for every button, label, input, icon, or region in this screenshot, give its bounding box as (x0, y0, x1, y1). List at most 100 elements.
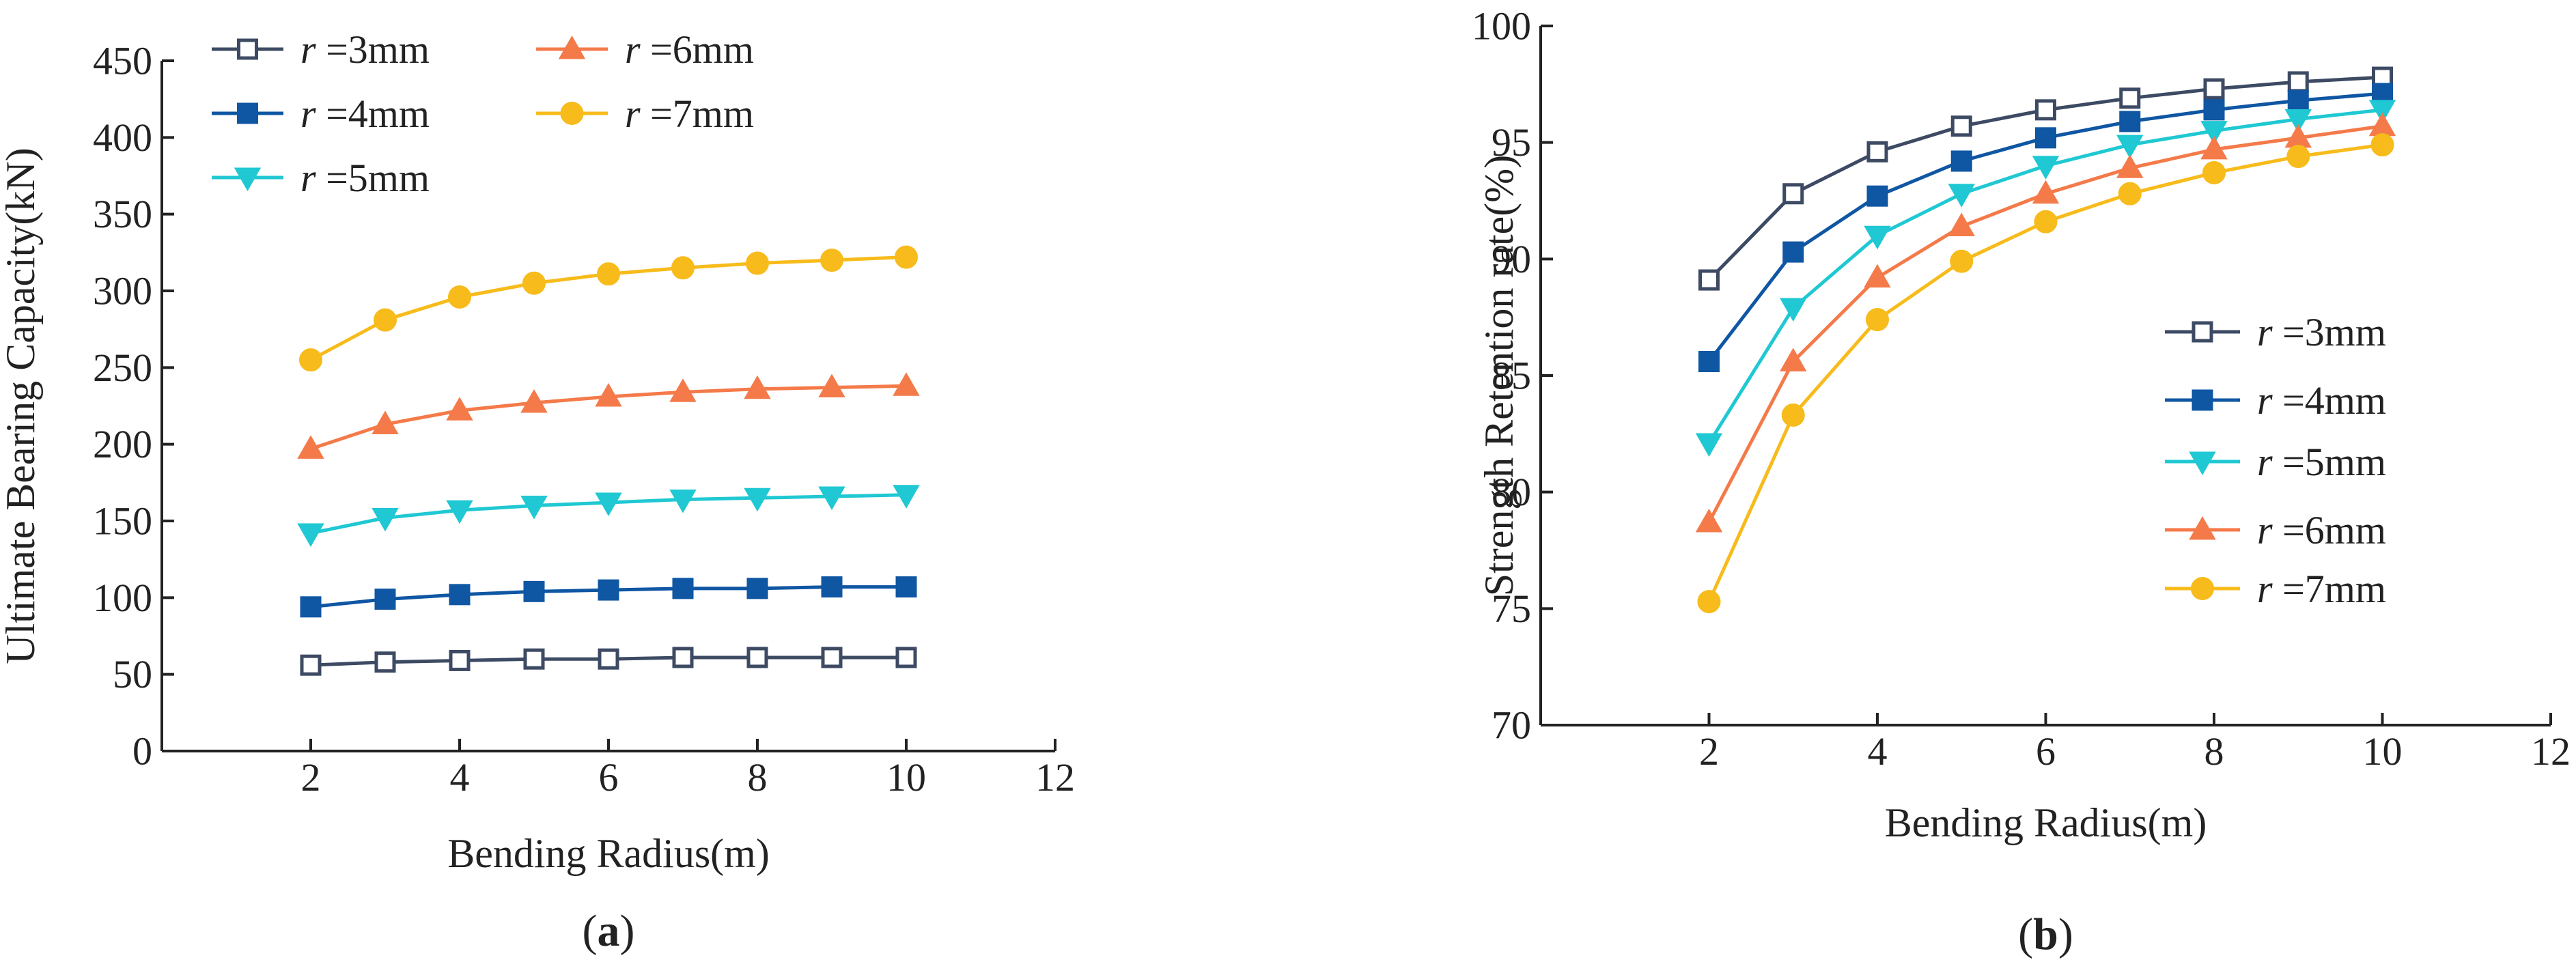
data-point (297, 435, 324, 459)
data-point (1864, 264, 1891, 288)
legend-label-value: =4mm (2273, 378, 2386, 423)
data-point (1695, 509, 1723, 533)
data-point (597, 262, 620, 286)
legend-label: r =7mm (2257, 567, 2386, 611)
data-point (446, 397, 473, 421)
x-tick-label: 12 (1035, 755, 1075, 800)
legend-item: r =3mm (2165, 310, 2386, 354)
x-tick-label: 8 (748, 755, 768, 800)
data-point (820, 249, 843, 272)
legend-label-symbol: r (300, 156, 316, 200)
data-point (821, 647, 843, 668)
y-tick-label: 75 (1492, 587, 1531, 631)
legend-marker (2192, 389, 2213, 411)
legend-item: r =6mm (2165, 508, 2386, 552)
data-point (2203, 99, 2225, 121)
x-tick-label: 8 (2204, 729, 2224, 774)
data-point (2287, 89, 2309, 111)
legend-item: r =3mm (212, 27, 430, 72)
data-point (893, 372, 920, 396)
data-point (2116, 135, 2144, 159)
legend-label: r =5mm (2257, 440, 2386, 484)
legend-item: r =4mm (212, 91, 430, 136)
data-point (2284, 109, 2312, 133)
x-tick-label: 10 (886, 755, 926, 800)
legend-label-value: =6mm (2273, 508, 2386, 552)
data-point (1948, 212, 1975, 237)
data-point (449, 584, 471, 606)
legend-item: r =6mm (536, 27, 754, 72)
data-point (299, 348, 322, 372)
legend-label-symbol: r (2257, 310, 2273, 354)
data-point (1950, 150, 1972, 172)
x-tick-label: 2 (301, 755, 321, 800)
legend-label-symbol: r (300, 27, 316, 72)
data-point (1866, 141, 1888, 162)
data-point (2368, 112, 2396, 137)
y-axis-title: Strength Retention rate(%) (1476, 155, 1522, 596)
x-tick-label: 4 (450, 755, 470, 800)
y-tick-label: 250 (93, 345, 152, 390)
series-5 (299, 245, 918, 372)
data-point (598, 579, 619, 601)
legend-item: r =7mm (536, 91, 754, 136)
panel-label-open: ( (583, 906, 598, 956)
legend-marker (2189, 515, 2216, 540)
data-point (671, 256, 695, 280)
data-point (2035, 127, 2056, 149)
data-point (2287, 71, 2309, 93)
data-point (520, 496, 548, 520)
panel-label: (b) (2018, 909, 2073, 959)
chart-panel-b: 70 75 80 85 90 95 100 2 4 6 8 10 12 Bending Radius(m)… (1472, 4, 2571, 960)
legend-label: r =6mm (2257, 508, 2386, 552)
data-point (2116, 154, 2144, 178)
legend-marker (237, 38, 258, 60)
data-point (448, 285, 471, 309)
legend-label: r =4mm (2257, 378, 2386, 423)
panel-label-open: ( (2018, 909, 2033, 959)
series-4 (297, 372, 920, 459)
data-point (1780, 298, 1807, 322)
legend-marker (2191, 577, 2214, 600)
series-4 (1695, 112, 2396, 533)
data-point (2035, 99, 2056, 121)
x-tick-label: 6 (2036, 729, 2056, 774)
data-point (374, 589, 396, 610)
legend-label: r =3mm (300, 27, 430, 72)
data-point (1866, 185, 1888, 207)
data-point (2370, 133, 2394, 157)
data-point (895, 647, 917, 668)
data-point (1698, 351, 1720, 373)
data-point (746, 647, 768, 668)
data-point (1698, 269, 1720, 291)
series-2 (1698, 83, 2393, 373)
y-tick-label: 350 (93, 192, 152, 236)
legend-label-value: =5mm (2273, 440, 2386, 484)
data-point (2372, 83, 2393, 104)
data-point (672, 647, 694, 668)
legend-label-value: =6mm (641, 27, 754, 72)
data-point (522, 271, 546, 295)
x-axis-title: Bending Radius(m) (1885, 800, 2207, 845)
data-point (2032, 180, 2060, 204)
legend-label-symbol: r (2257, 567, 2273, 611)
y-tick-label: 95 (1492, 120, 1531, 165)
data-point (1697, 590, 1721, 614)
legend-marker (237, 102, 258, 124)
data-point (2119, 111, 2141, 132)
data-point (1780, 348, 1807, 372)
legend-marker (560, 102, 584, 125)
legend-label: r =3mm (2257, 310, 2386, 354)
y-tick-label: 85 (1492, 354, 1531, 398)
y-tick-label: 150 (93, 499, 152, 543)
data-point (821, 576, 843, 598)
data-point (446, 500, 473, 524)
series-3 (297, 485, 920, 547)
y-tick-label: 50 (113, 652, 152, 696)
data-point (297, 523, 324, 547)
legend-label-symbol: r (2257, 440, 2273, 484)
y-tick-label: 450 (93, 39, 152, 83)
y-tick-label: 100 (1472, 4, 1531, 48)
